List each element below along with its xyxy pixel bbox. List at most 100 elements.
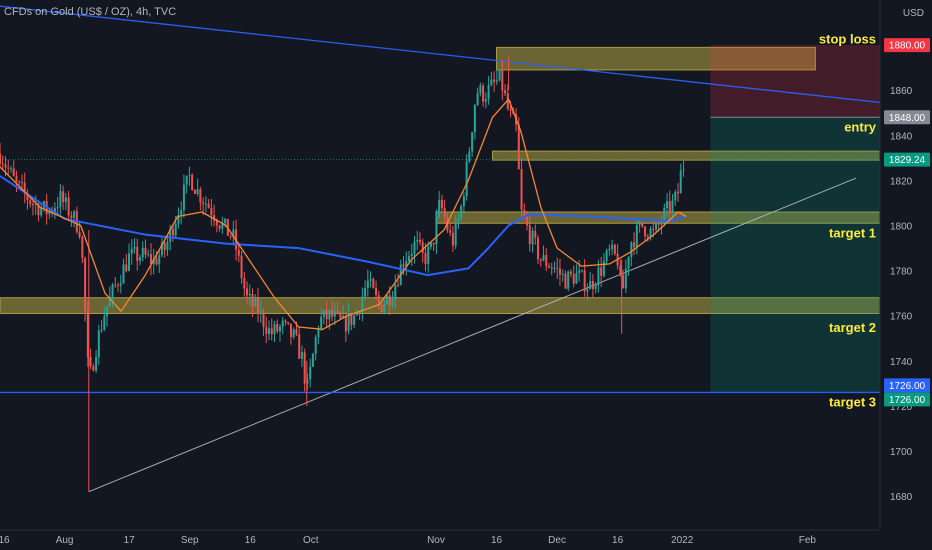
candle-body bbox=[432, 242, 435, 245]
candle-body bbox=[421, 242, 424, 253]
price-label-box bbox=[884, 378, 930, 393]
candle-body bbox=[254, 298, 257, 306]
price-label-text: 1829.24 bbox=[889, 155, 926, 166]
candle-body bbox=[556, 267, 559, 269]
trendline bbox=[0, 5, 913, 107]
candle-body bbox=[407, 256, 410, 262]
candle-body bbox=[248, 293, 251, 296]
target-region bbox=[710, 117, 880, 393]
candle-body bbox=[314, 337, 317, 354]
candle-body bbox=[677, 191, 680, 194]
candle-body bbox=[624, 268, 627, 289]
candle-body bbox=[130, 248, 133, 254]
x-tick-label: 16 bbox=[245, 535, 257, 546]
candle-body bbox=[364, 288, 367, 297]
candle-body bbox=[141, 247, 144, 258]
candle-body bbox=[144, 247, 147, 255]
candle-body bbox=[292, 329, 295, 337]
candle-body bbox=[580, 270, 583, 272]
candle-body bbox=[397, 284, 400, 286]
y-tick-label: 1760 bbox=[890, 312, 913, 323]
candle-body bbox=[679, 170, 682, 194]
candle-body bbox=[298, 334, 301, 359]
candle-body bbox=[440, 200, 443, 209]
candle-body bbox=[34, 203, 37, 205]
candle-body bbox=[641, 221, 644, 227]
candle-body bbox=[270, 328, 273, 335]
candle-body bbox=[649, 228, 652, 238]
candle-body bbox=[40, 207, 43, 216]
candle-body bbox=[583, 270, 586, 292]
annotation-layer: stop loss entry target 1 target 2 target 3 bbox=[819, 31, 877, 409]
candle-body bbox=[353, 315, 356, 325]
candle-body bbox=[166, 241, 169, 251]
y-tick-label: 1680 bbox=[890, 492, 913, 503]
candle-body bbox=[350, 313, 353, 325]
candle-body bbox=[528, 225, 531, 245]
candle-body bbox=[657, 223, 660, 225]
candle-body bbox=[257, 298, 260, 315]
candle-body bbox=[633, 242, 636, 247]
candle-body bbox=[174, 223, 177, 236]
y-tick-label: 1780 bbox=[890, 267, 913, 278]
candle-body bbox=[306, 379, 309, 384]
candle-body bbox=[180, 210, 183, 215]
candle-body bbox=[627, 257, 630, 269]
candle-body bbox=[202, 202, 205, 204]
candle-body bbox=[663, 208, 666, 223]
candle-body bbox=[284, 320, 287, 323]
candle-body bbox=[114, 284, 117, 286]
candle-body bbox=[81, 236, 84, 259]
candle-body bbox=[473, 104, 476, 133]
candle-body bbox=[429, 242, 432, 247]
candle-body bbox=[619, 265, 622, 276]
candle-body bbox=[630, 242, 633, 258]
candle-body bbox=[322, 310, 325, 317]
candle-body bbox=[182, 184, 185, 211]
x-tick-label: 2022 bbox=[671, 535, 694, 546]
candle-body bbox=[347, 313, 350, 332]
x-tick-label: Dec bbox=[548, 535, 566, 546]
candle-body bbox=[520, 169, 523, 210]
price-label-box bbox=[884, 38, 930, 53]
candle-body bbox=[652, 228, 655, 230]
position-layer bbox=[710, 45, 880, 393]
candle-body bbox=[86, 310, 89, 358]
candle-body bbox=[328, 310, 331, 320]
x-tick-label: 17 bbox=[124, 535, 136, 546]
candle-body bbox=[435, 216, 438, 245]
candle-body bbox=[377, 295, 380, 305]
candle-body bbox=[545, 255, 548, 267]
candle-body bbox=[547, 266, 550, 268]
candle-body bbox=[138, 257, 141, 261]
annotation-label: target 2 bbox=[829, 320, 876, 335]
candle-body bbox=[122, 264, 125, 284]
candle-body bbox=[106, 306, 109, 317]
candle-body bbox=[372, 279, 375, 289]
candle-body bbox=[410, 253, 413, 257]
candle-body bbox=[600, 267, 603, 276]
candle-body bbox=[331, 310, 334, 317]
candle-layer bbox=[0, 56, 685, 492]
candle-body bbox=[569, 271, 572, 275]
candle-body bbox=[460, 206, 463, 219]
candle-body bbox=[169, 228, 172, 242]
annotation-label: stop loss bbox=[819, 31, 876, 46]
candle-body bbox=[70, 215, 73, 219]
stop-loss-region bbox=[710, 45, 880, 118]
price-label-box bbox=[884, 152, 930, 167]
candle-body bbox=[64, 197, 67, 202]
candle-body bbox=[575, 272, 578, 284]
candle-body bbox=[317, 328, 320, 338]
candle-body bbox=[196, 189, 199, 194]
candle-body bbox=[309, 366, 312, 380]
candle-body bbox=[468, 151, 471, 162]
candle-body bbox=[534, 230, 537, 238]
candle-body bbox=[531, 230, 534, 245]
candle-body bbox=[493, 79, 496, 82]
chart-title: CFDs on Gold (US$ / OZ), 4h, TVC bbox=[4, 6, 177, 18]
candle-body bbox=[325, 310, 328, 320]
y-tick-label: 1820 bbox=[890, 176, 913, 187]
candle-body bbox=[457, 218, 460, 222]
